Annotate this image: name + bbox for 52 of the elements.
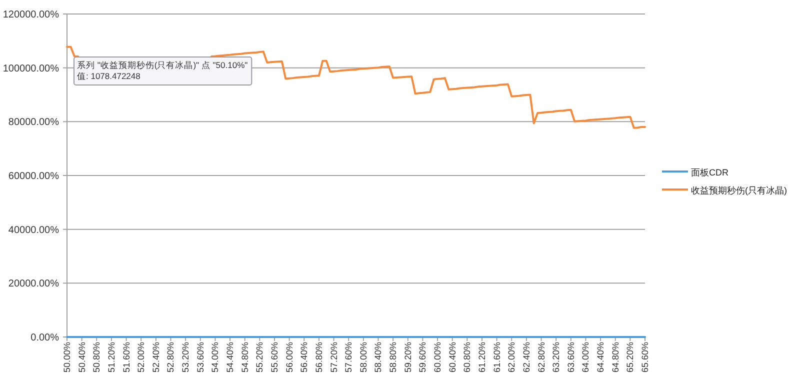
x-tick-label: 58.80% — [388, 342, 398, 373]
x-tick-label: 65.60% — [640, 342, 650, 373]
y-tick-label: 120000.00% — [2, 10, 60, 20]
x-tick-label: 58.00% — [358, 342, 368, 373]
x-tick-label: 60.00% — [432, 342, 443, 373]
y-tick-label: 80000.00% — [8, 117, 60, 128]
y-tick-label: 0.00% — [30, 332, 60, 344]
x-tick-label: 60.80% — [462, 342, 472, 373]
x-tick-label: 56.40% — [299, 342, 310, 373]
x-tick-label: 52.80% — [166, 342, 176, 373]
x-tick-label: 52.40% — [150, 342, 161, 373]
x-tick-label: 59.20% — [402, 342, 413, 373]
x-tick-label: 55.20% — [254, 342, 265, 373]
x-tick-label: 60.40% — [447, 342, 458, 373]
x-tick-label: 63.20% — [551, 342, 562, 373]
y-tick-label: 20000.00% — [8, 278, 60, 290]
x-tick-label: 62.80% — [536, 342, 546, 373]
x-tick-label: 53.60% — [195, 342, 206, 373]
x-tick-label: 55.60% — [269, 342, 280, 373]
x-tick-label: 56.00% — [284, 342, 294, 373]
x-tick-label: 64.40% — [596, 342, 606, 373]
x-tick-label: 56.80% — [314, 342, 324, 373]
x-tick-label: 64.00% — [580, 342, 591, 373]
x-tick-label: 57.60% — [344, 342, 354, 373]
x-tick-label: 62.00% — [506, 342, 517, 373]
x-tick-label: 51.20% — [106, 342, 116, 373]
x-tick-label: 57.20% — [328, 342, 339, 373]
x-tick-label: 63.60% — [566, 342, 576, 373]
tooltip: 系列 "收益预期秒伤(只有冰晶)" 点 "50.10%" 值: 1078.472248 — [74, 56, 252, 86]
x-tick-label: 62.40% — [521, 342, 532, 373]
legend-label: 面板CDR — [691, 168, 729, 178]
x-tick-label: 54.00% — [210, 342, 220, 373]
x-tick-label: 52.00% — [136, 342, 146, 373]
x-tick-label: 65.20% — [625, 342, 636, 373]
y-tick-label: 100000.00% — [2, 63, 60, 74]
annotation: 值: 1078.472248 — [77, 71, 141, 81]
annotation: 系列 "收益预期秒伤(只有冰晶)" 点 "50.10%" — [77, 60, 248, 70]
x-tick-label: 54.80% — [240, 342, 250, 373]
x-tick-label: 51.60% — [121, 342, 132, 373]
x-tick-label: 58.40% — [373, 342, 384, 373]
y-tick-label: 40000.00% — [8, 224, 60, 236]
x-tick-label: 61.60% — [492, 342, 502, 373]
x-tick-label: 50.80% — [92, 342, 102, 373]
x-tick-label: 64.80% — [610, 342, 620, 373]
legend-label: 收益预期秒伤(只有冰晶) — [691, 186, 787, 196]
x-tick-label: 54.40% — [225, 342, 236, 373]
y-tick-label: 60000.00% — [8, 171, 60, 182]
x-tick-label: 50.00% — [62, 342, 72, 373]
x-tick-label: 61.20% — [476, 342, 487, 373]
x-tick-label: 53.20% — [180, 342, 191, 373]
x-tick-label: 50.40% — [76, 342, 87, 373]
x-tick-label: 59.60% — [418, 342, 428, 373]
